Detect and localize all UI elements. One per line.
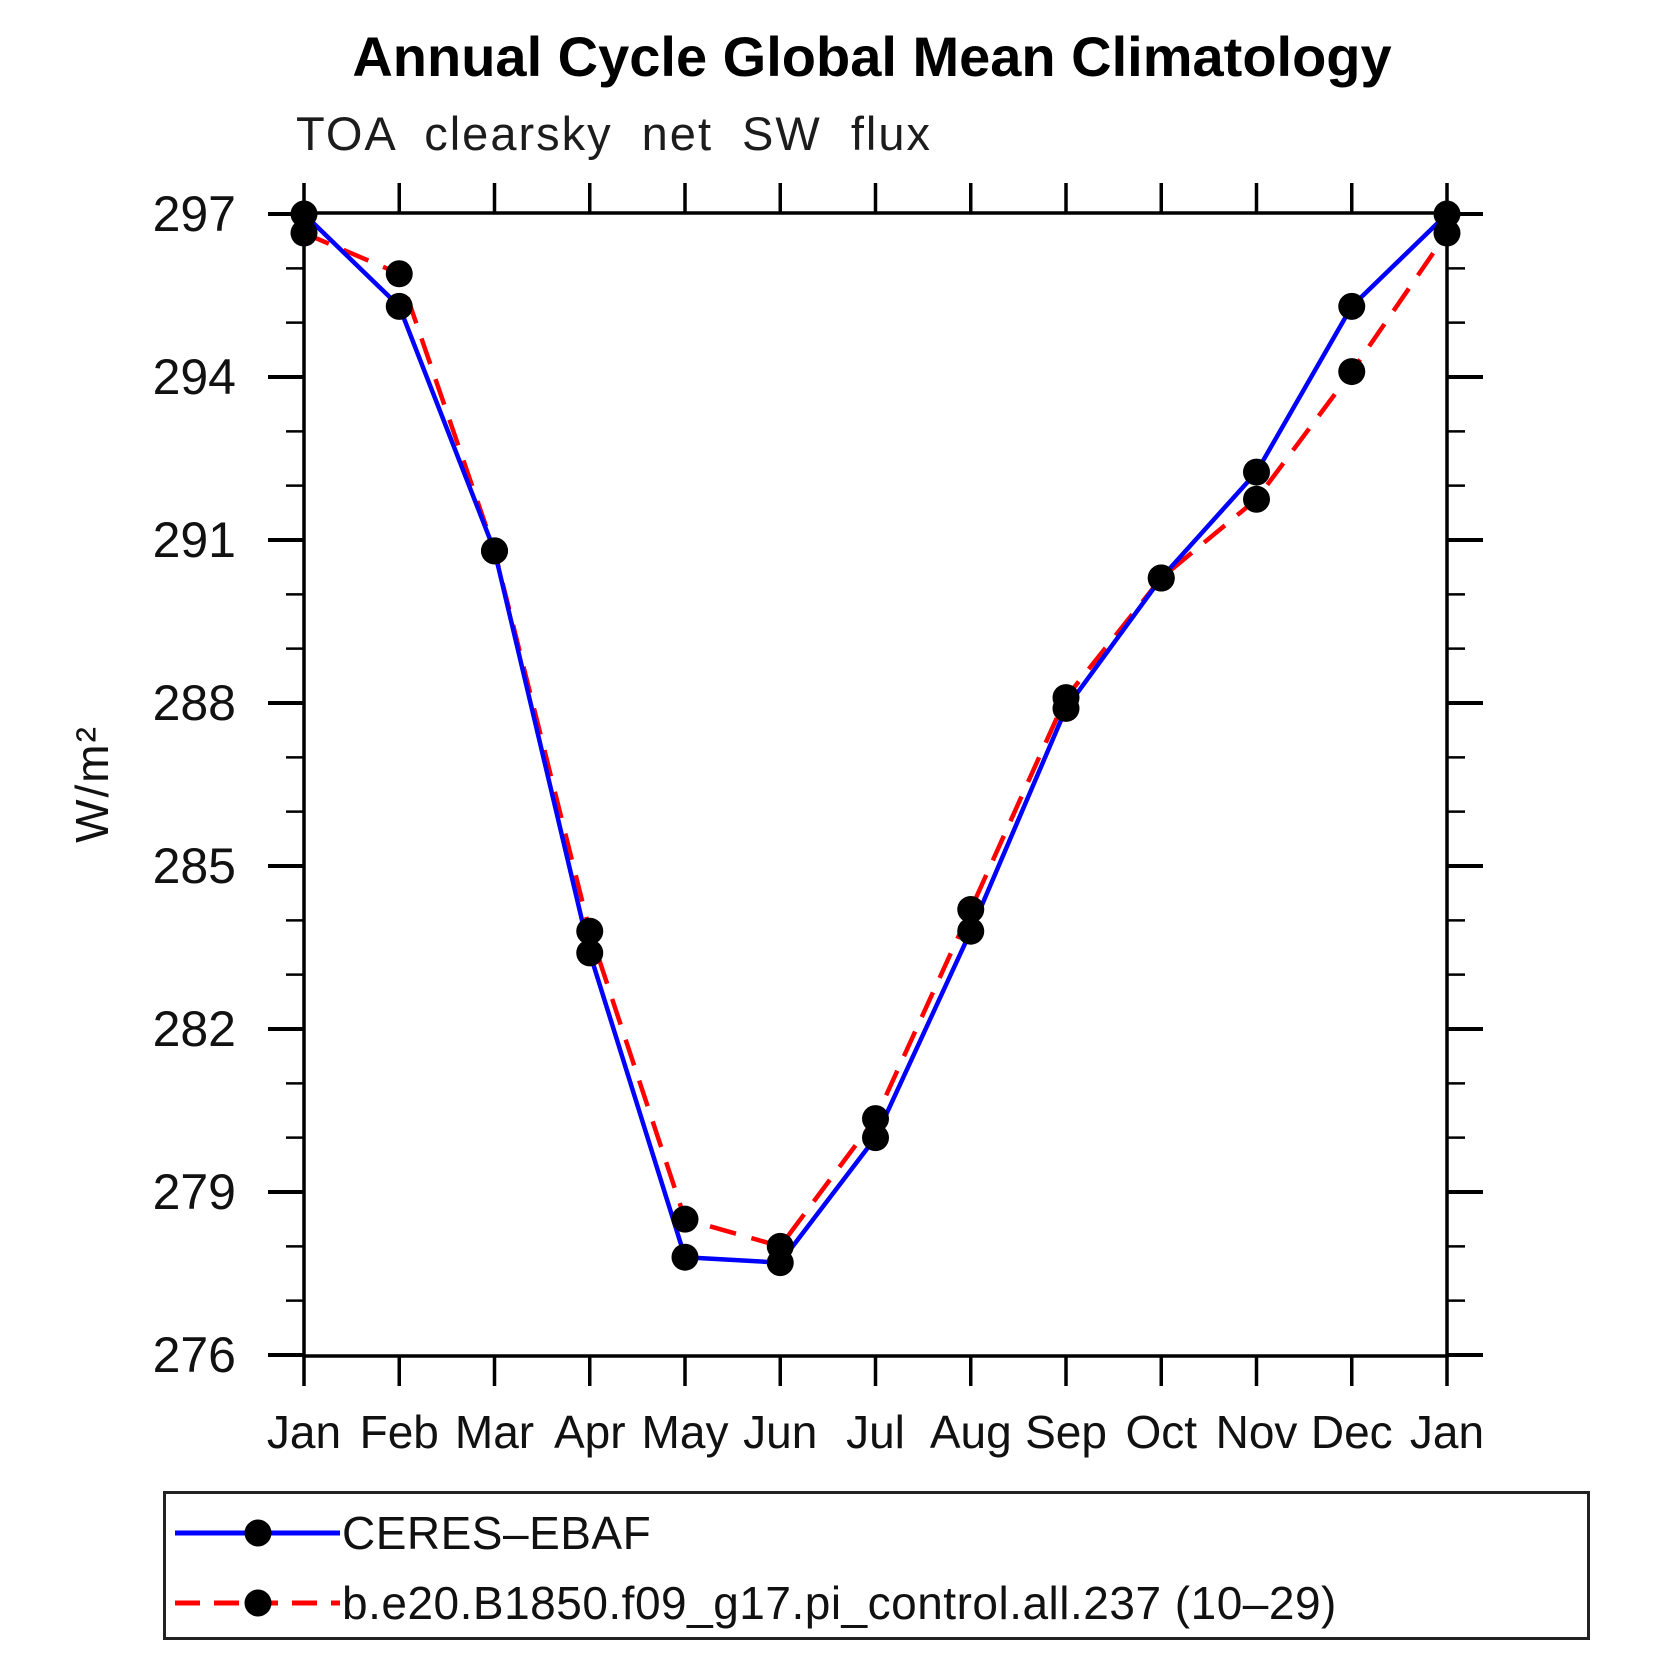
x-tick-label: Mar xyxy=(455,1406,534,1458)
x-tick-label: Oct xyxy=(1125,1406,1197,1458)
data-point xyxy=(1147,564,1175,592)
x-tick-label: Jul xyxy=(846,1406,905,1458)
y-tick-label: 279 xyxy=(153,1164,236,1220)
legend-label-model: b.e20.B1850.f09_g17.pi_control.all.237 (… xyxy=(342,1577,1337,1629)
x-tick-label: Feb xyxy=(360,1406,439,1458)
legend-marker-dot xyxy=(244,1519,272,1547)
data-point xyxy=(576,917,604,945)
legend-swatch-solid xyxy=(175,1519,340,1547)
legend-box: CERES–EBAF b.e20.B1850.f09_g17.pi_contro… xyxy=(163,1491,1590,1640)
legend-swatch-dashed xyxy=(175,1589,340,1617)
y-tick-label: 294 xyxy=(153,349,236,405)
chart-title: Annual Cycle Global Mean Climatology xyxy=(352,25,1392,88)
legend-item-model: b.e20.B1850.f09_g17.pi_control.all.237 (… xyxy=(170,1573,1337,1633)
data-point xyxy=(481,537,508,565)
x-tick-label: Apr xyxy=(554,1406,626,1458)
legend-item-ceres: CERES–EBAF xyxy=(170,1503,651,1563)
y-tick-label: 282 xyxy=(153,1001,236,1057)
y-tick-label: 276 xyxy=(153,1327,236,1383)
data-point xyxy=(1243,485,1270,513)
x-tick-label: Nov xyxy=(1216,1406,1298,1458)
x-tick-label: Aug xyxy=(930,1406,1012,1458)
data-point xyxy=(1433,200,1461,228)
data-point xyxy=(385,292,413,320)
data-point xyxy=(290,219,318,247)
data-point xyxy=(576,939,604,967)
data-point xyxy=(1338,358,1366,386)
data-point xyxy=(385,260,413,288)
data-point xyxy=(1243,458,1270,486)
data-point xyxy=(290,200,318,228)
data-point xyxy=(1338,292,1366,320)
y-tick-label: 288 xyxy=(153,675,236,731)
y-axis-label: W/m² xyxy=(66,725,118,843)
legend-marker-dot xyxy=(244,1589,272,1617)
y-tick-label: 297 xyxy=(153,186,236,242)
data-point xyxy=(1052,694,1080,722)
plot-box xyxy=(302,211,1449,1358)
series-line-model xyxy=(303,230,1449,1249)
x-tick-label: Dec xyxy=(1311,1406,1393,1458)
legend-label-ceres: CERES–EBAF xyxy=(342,1507,652,1559)
x-tick-label: Jan xyxy=(1410,1406,1484,1458)
data-point xyxy=(671,1205,699,1233)
data-point xyxy=(957,895,985,923)
chart-subtitle: TOA clearsky net SW flux xyxy=(296,107,932,160)
data-point xyxy=(957,917,985,945)
x-tick-label: May xyxy=(642,1406,729,1458)
data-point xyxy=(766,1249,794,1277)
x-tick-label: Sep xyxy=(1025,1406,1107,1458)
data-point xyxy=(862,1105,889,1133)
y-tick-label: 291 xyxy=(153,512,236,568)
y-tick-label: 285 xyxy=(153,838,236,894)
x-tick-label: Jan xyxy=(267,1406,341,1458)
data-point xyxy=(862,1124,889,1152)
data-point xyxy=(1433,219,1461,247)
data-point xyxy=(671,1243,699,1271)
x-tick-label: Jun xyxy=(743,1406,817,1458)
